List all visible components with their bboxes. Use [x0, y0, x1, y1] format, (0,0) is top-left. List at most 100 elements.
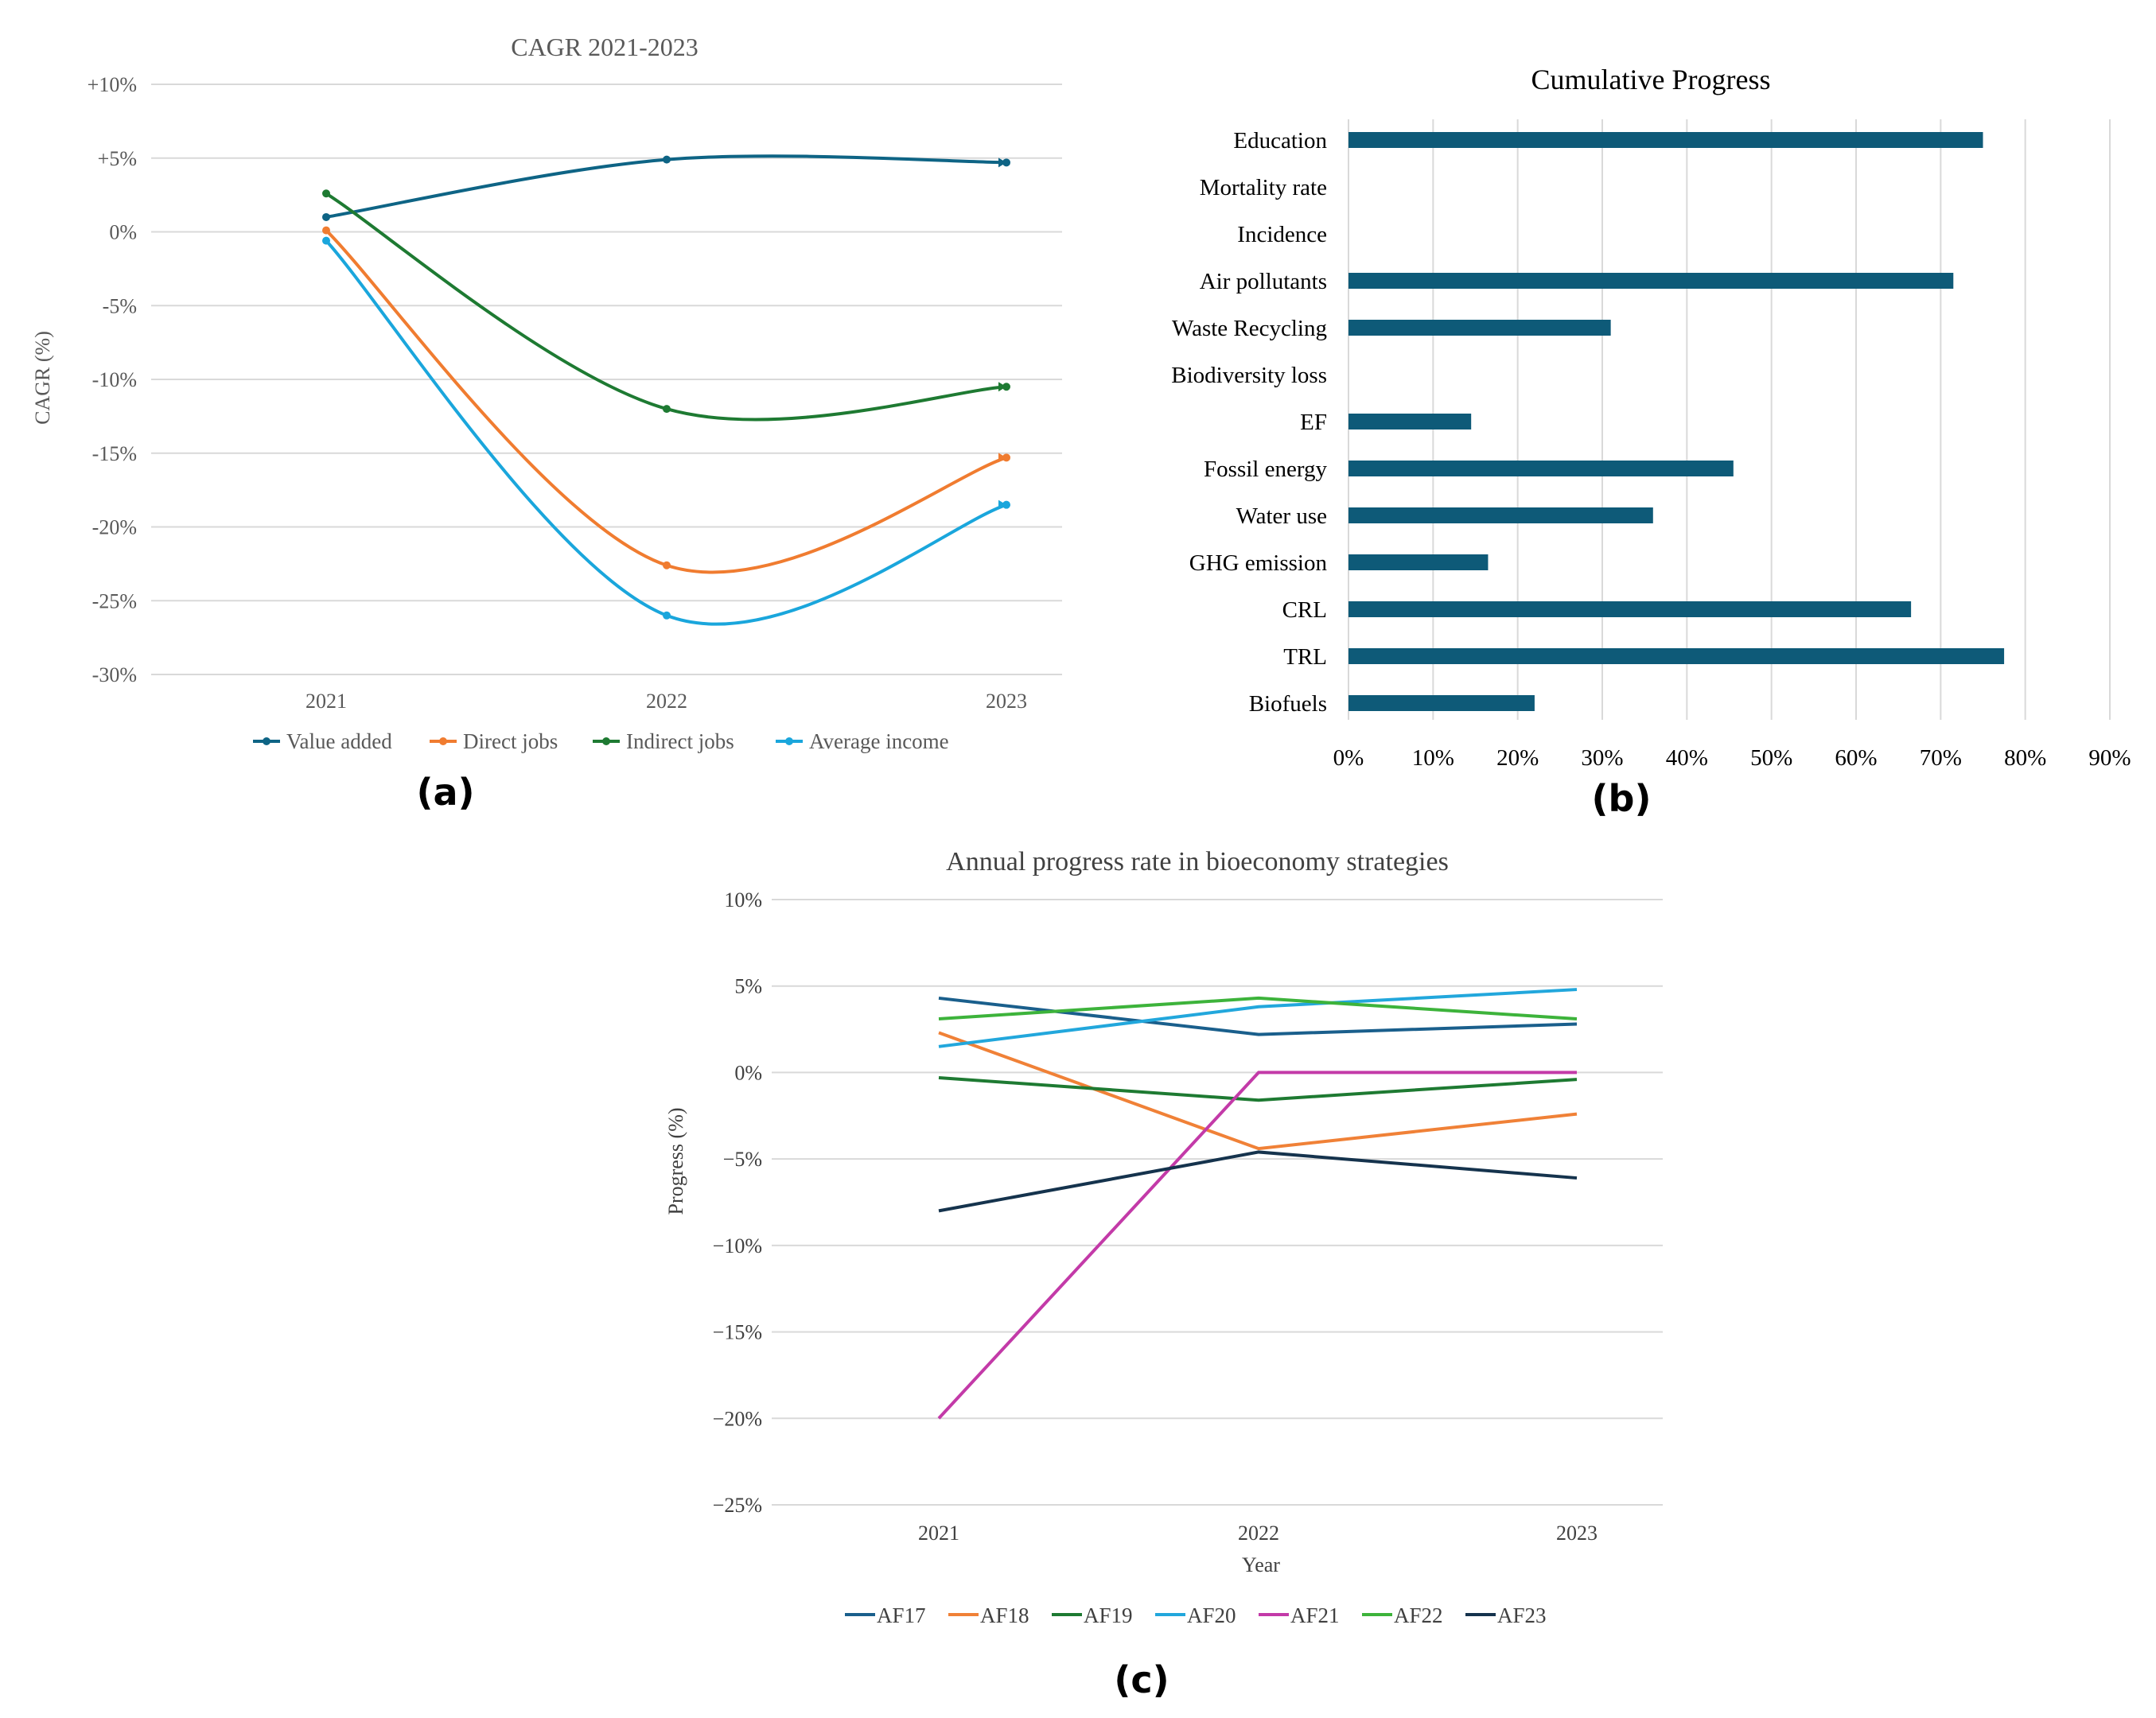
chart-b-bar	[1348, 320, 1611, 336]
chart-a-ytick: -15%	[92, 442, 137, 465]
chart-a-ytick: -10%	[92, 368, 137, 391]
chart-b-category-label: GHG emission	[1189, 550, 1328, 576]
chart-b-category-label: Water use	[1236, 503, 1327, 529]
chart-b-category-label: Mortality rate	[1200, 175, 1327, 200]
chart-c-legend-label: AF17	[877, 1603, 926, 1627]
chart-b-bar	[1348, 273, 1954, 289]
chart-b-xtick: 0%	[1333, 745, 1364, 771]
chart-b-category-label: Fossil energy	[1204, 457, 1327, 482]
chart-b-bar	[1348, 601, 1912, 617]
chart-c-xtick: 2023	[1556, 1522, 1598, 1545]
chart-a-legend-marker	[785, 737, 793, 745]
chart-a-arrowhead	[998, 453, 1006, 463]
chart-a-point	[322, 236, 330, 245]
chart-a-legend-marker	[439, 737, 447, 745]
chart-c-ytick: 5%	[734, 975, 762, 998]
chart-c-series-line	[938, 1150, 1578, 1213]
chart-a-legend-label: Value added	[286, 729, 392, 753]
chart-a-point	[322, 212, 330, 221]
chart-c-ylabel: Progress (%)	[664, 1107, 687, 1215]
chart-a-ytick: +10%	[88, 73, 137, 96]
chart-c-series-line	[937, 1071, 1577, 1420]
chart-b-xtick: 20%	[1496, 745, 1539, 771]
chart-a-point	[663, 155, 671, 164]
chart-c-ytick: −10%	[713, 1234, 762, 1257]
chart-c-series-line	[938, 996, 1578, 1036]
chart-a-ytick: 0%	[109, 221, 137, 244]
chart-c-legend-label: AF18	[980, 1603, 1029, 1627]
chart-c-xtick: 2021	[918, 1522, 959, 1545]
chart-a-ylabel: CAGR (%)	[31, 331, 54, 425]
chart-c-ytick: 0%	[734, 1061, 762, 1084]
chart-c-legend-label: AF20	[1187, 1603, 1236, 1627]
chart-b-category-label: Biofuels	[1249, 691, 1327, 717]
chart-b-bar	[1348, 507, 1653, 523]
chart-b-bar	[1348, 648, 2005, 664]
chart-b-category-label: Education	[1233, 128, 1327, 154]
chart-a-ytick: -5%	[103, 294, 137, 317]
chart-b-bar	[1348, 695, 1535, 711]
chart-a-point	[322, 226, 330, 235]
chart-a-point	[663, 611, 671, 620]
chart-a-xtick: 2023	[986, 690, 1027, 713]
chart-a-legend-label: Indirect jobs	[626, 729, 734, 753]
chart-c-series-line	[938, 988, 1578, 1048]
chart-a-arrowhead	[998, 382, 1006, 392]
chart-a-series-line	[325, 192, 1007, 422]
chart-a-title: CAGR 2021-2023	[511, 33, 699, 61]
chart-b-xtick: 80%	[2004, 745, 2046, 771]
chart-b-bar	[1348, 554, 1489, 570]
chart-b-category-label: Waste Recycling	[1172, 316, 1327, 341]
chart-b-xtick: 90%	[2088, 745, 2131, 771]
chart-a-legend-label: Average income	[809, 729, 949, 753]
chart-a-point	[663, 405, 671, 414]
chart-c-series-line	[938, 1075, 1578, 1102]
chart-a-series-line	[325, 154, 1007, 219]
chart-b-category-label: TRL	[1283, 644, 1327, 670]
chart-a-arrowhead	[998, 499, 1006, 510]
chart-a-ytick: -30%	[92, 663, 137, 686]
chart-a-legend-marker	[602, 737, 610, 745]
chart-c-ytick: 10%	[724, 888, 762, 911]
panel-label-c: (c)	[1114, 1658, 1169, 1701]
chart-a-ytick: -25%	[92, 589, 137, 612]
chart-b-xtick: 70%	[1920, 745, 1962, 771]
chart-c-legend-label: AF22	[1394, 1603, 1443, 1627]
chart-b-xtick: 30%	[1581, 745, 1623, 771]
chart-c-ytick: −15%	[713, 1321, 762, 1344]
chart-b-xtick: 10%	[1412, 745, 1454, 771]
chart-c-annual-progress: Annual progress rate in bioeconomy strat…	[664, 847, 1663, 1627]
chart-c-legend-label: AF19	[1084, 1603, 1133, 1627]
chart-c-title: Annual progress rate in bioeconomy strat…	[946, 847, 1449, 876]
chart-b-bar	[1348, 132, 1983, 148]
chart-a-legend-marker	[263, 737, 270, 745]
chart-c-ytick: −20%	[713, 1407, 762, 1430]
chart-b-category-label: EF	[1300, 410, 1327, 435]
chart-b-xtick: 50%	[1750, 745, 1792, 771]
chart-c-xtick: 2022	[1238, 1522, 1279, 1545]
chart-a-series-line	[325, 229, 1007, 574]
chart-c-legend-label: AF21	[1290, 1603, 1340, 1627]
chart-a-arrowhead	[998, 157, 1006, 168]
chart-c-xlabel: Year	[1242, 1553, 1280, 1576]
chart-a-cagr: CAGR 2021-2023 CAGR (%) +10% +5% 0% -5% -10%…	[31, 33, 1062, 753]
chart-b-category-label: Biodiversity loss	[1171, 363, 1327, 388]
chart-a-legend-label: Direct jobs	[463, 729, 558, 753]
chart-c-ytick: −25%	[713, 1494, 762, 1517]
chart-a-ytick: +5%	[98, 147, 137, 170]
chart-b-cumulative-progress: Cumulative Progress 0% 10% 20% 30% 40% 50% 60%…	[1171, 64, 2131, 771]
chart-b-category-label: CRL	[1282, 597, 1327, 623]
chart-c-ytick: −5%	[723, 1148, 762, 1171]
chart-c-legend-label: AF23	[1497, 1603, 1547, 1627]
chart-b-bar	[1348, 414, 1472, 430]
chart-b-xtick: 40%	[1666, 745, 1708, 771]
chart-c-series-line	[938, 1031, 1578, 1151]
chart-b-category-label: Incidence	[1237, 222, 1327, 247]
chart-c-series-line	[938, 996, 1578, 1021]
chart-a-series-line	[325, 239, 1007, 626]
chart-a-point	[663, 561, 671, 569]
chart-a-ytick: -20%	[92, 516, 137, 539]
chart-a-xtick: 2021	[305, 690, 347, 713]
chart-a-xtick: 2022	[646, 690, 687, 713]
